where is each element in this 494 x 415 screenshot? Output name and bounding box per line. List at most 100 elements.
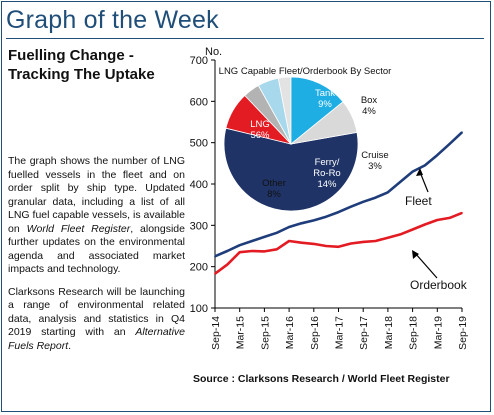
- data-point-orderbook: [374, 240, 377, 242]
- y-tick-label: 400: [190, 179, 208, 191]
- source-note: Source : Clarksons Research / World Flee…: [193, 373, 450, 385]
- orderbook-annotation: Orderbook: [410, 278, 468, 292]
- y-axis-label: No.: [205, 46, 222, 58]
- x-tick-label: Sep-15: [259, 316, 271, 350]
- data-point-fleet: [288, 226, 290, 228]
- data-point-fleet: [325, 215, 328, 218]
- data-point-orderbook: [436, 219, 439, 221]
- paragraph-1: The graph shows the number of LNG fuelle…: [8, 155, 185, 277]
- x-tick-label: Mar-15: [235, 316, 247, 349]
- y-tick-label: 600: [190, 96, 208, 108]
- data-point-orderbook: [300, 241, 303, 244]
- pie-label-lng: LNG: [250, 119, 270, 130]
- pie-label-cruise: Cruise: [361, 150, 388, 161]
- data-point-orderbook: [312, 243, 315, 245]
- data-point-orderbook: [362, 240, 365, 243]
- data-point-orderbook: [275, 248, 278, 251]
- y-tick-label: 700: [190, 55, 208, 67]
- orderbook-arrow: [414, 252, 438, 279]
- data-point-fleet: [387, 191, 389, 194]
- data-point-fleet: [251, 240, 253, 242]
- headline-line-1: Fuelling Change -: [8, 47, 134, 64]
- data-point-fleet: [263, 236, 266, 238]
- y-tick-label: 300: [190, 220, 208, 232]
- pie-label-other-value: 8%: [267, 189, 281, 200]
- x-tick-label: Sep-17: [358, 316, 370, 350]
- pie-slice-ferry-ro-ro: [290, 76, 344, 145]
- pie-label-box-value: 4%: [362, 106, 376, 117]
- headline-line-2: Tracking The Uptake: [8, 66, 155, 83]
- pie-slice-other: [289, 101, 358, 145]
- data-point-fleet: [349, 205, 352, 208]
- pie-label-tank: Tank: [315, 88, 335, 99]
- paragraph-1-emphasis: World Fleet Register: [26, 222, 131, 235]
- x-tick-label: Sep-18: [408, 316, 420, 350]
- data-point-fleet: [226, 250, 229, 252]
- paragraph-2-emphasis: Alternative Fuels Report: [8, 326, 185, 352]
- x-tick-label: Mar-16: [284, 316, 296, 349]
- data-point-fleet: [448, 143, 451, 145]
- x-tick-label: Mar-17: [334, 316, 346, 349]
- data-point-fleet: [275, 231, 278, 234]
- pie-label-ferry-ro-ro-line1: Ferry/: [315, 157, 340, 168]
- data-point-orderbook: [448, 216, 451, 219]
- x-tick-label: Sep-19: [457, 316, 469, 350]
- data-point-fleet: [312, 219, 315, 222]
- fleet-arrow-head: [416, 168, 423, 176]
- data-point-orderbook: [424, 223, 426, 226]
- pie-title-bg: [220, 62, 388, 78]
- x-tick-label: Sep-14: [210, 316, 222, 350]
- data-point-fleet: [238, 244, 241, 247]
- data-point-orderbook: [411, 228, 414, 231]
- data-point-orderbook: [461, 212, 463, 214]
- data-point-orderbook: [387, 236, 389, 239]
- x-tick-label: Mar-19: [432, 316, 444, 349]
- x-tick-label: Mar-18: [383, 316, 395, 349]
- y-tick-label: 500: [190, 138, 208, 150]
- data-point-orderbook: [325, 245, 328, 247]
- orderbook-arrow-head: [412, 250, 419, 259]
- data-point-fleet: [436, 154, 439, 156]
- y-tick-label: 200: [190, 262, 208, 274]
- data-point-orderbook: [349, 242, 352, 245]
- title-divider: [6, 38, 484, 39]
- data-point-fleet: [399, 181, 402, 183]
- data-point-orderbook: [214, 272, 216, 275]
- article-body: The graph shows the number of LNG fuelle…: [8, 155, 185, 362]
- data-point-fleet: [461, 131, 463, 134]
- data-point-orderbook: [288, 240, 290, 242]
- article-headline: Fuelling Change - Tracking The Uptake: [8, 46, 183, 84]
- paragraph-1-text: The graph shows the number of LNG fuelle…: [8, 155, 185, 235]
- pie-label-lng-value: 56%: [250, 130, 270, 141]
- data-point-orderbook: [263, 250, 266, 253]
- data-point-orderbook: [238, 251, 241, 254]
- fleet-arrow: [419, 171, 429, 193]
- fleet-annotation: Fleet: [405, 194, 432, 208]
- paragraph-2: Clarksons Research will be launching a r…: [8, 286, 185, 354]
- paragraph-2-tail: .: [68, 339, 72, 352]
- pie-label-ferry-ro-ro-value: 14%: [317, 179, 337, 190]
- x-tick-label: Sep-16: [309, 316, 321, 350]
- paragraph-2-text: Clarksons Research will be launching a r…: [8, 285, 185, 339]
- pie-slice-lng: [223, 127, 359, 212]
- data-point-orderbook: [337, 245, 340, 248]
- data-point-fleet: [362, 200, 365, 203]
- data-point-fleet: [374, 196, 377, 199]
- pie-label-other: Other: [262, 178, 286, 189]
- data-point-fleet: [214, 255, 216, 258]
- data-point-orderbook: [251, 250, 253, 252]
- data-point-orderbook: [226, 263, 229, 266]
- pie-label-ferry-ro-ro-line2: Ro-Ro: [313, 168, 340, 179]
- data-point-fleet: [300, 222, 303, 225]
- pie-label-tank-value: 9%: [318, 99, 332, 110]
- data-point-orderbook: [399, 233, 402, 236]
- data-point-fleet: [411, 170, 414, 173]
- pie-label-box: Box: [361, 95, 378, 106]
- pie-title: LNG Capable Fleet/Orderbook By Sector: [219, 66, 392, 77]
- page-title: Graph of the Week: [6, 6, 219, 34]
- data-point-fleet: [424, 164, 426, 167]
- y-tick-label: 100: [190, 303, 208, 315]
- pie-label-cruise-value: 3%: [368, 161, 382, 172]
